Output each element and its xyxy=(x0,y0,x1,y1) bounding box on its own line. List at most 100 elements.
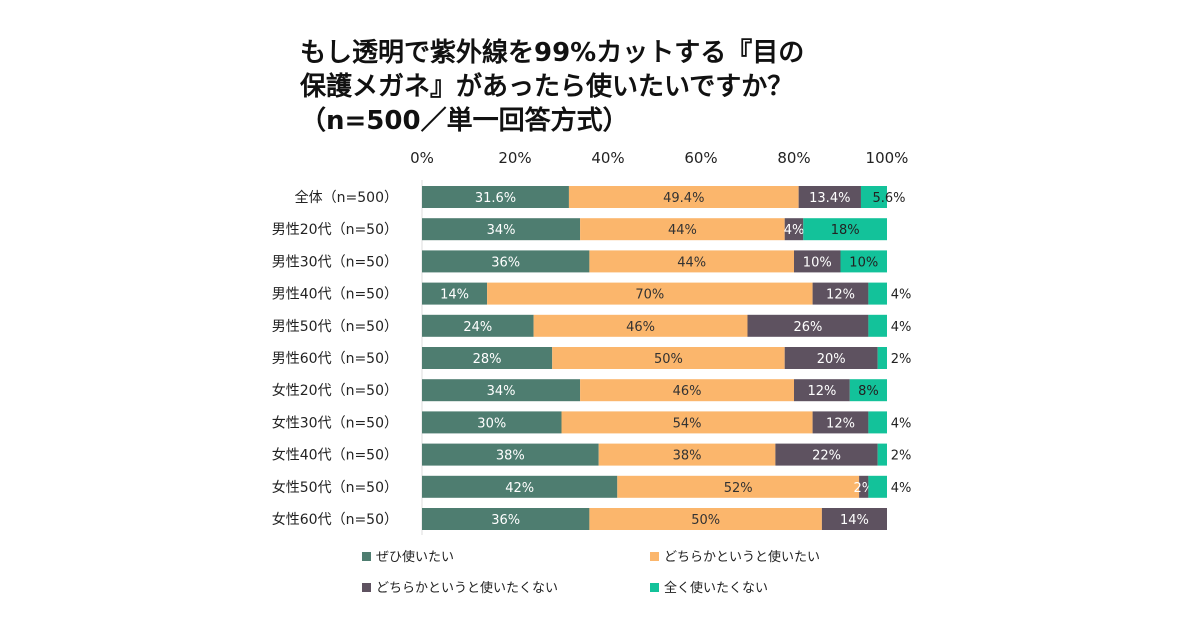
category-label: 女性20代（n=50） xyxy=(272,382,398,399)
bar-segment xyxy=(859,475,869,498)
category-label: 女性50代（n=50） xyxy=(272,479,398,496)
x-tick-label: 20% xyxy=(498,149,531,167)
category-label: 男性20代（n=50） xyxy=(272,222,398,238)
chart-title: もし透明で紫外線を99%カットする『目の 保護メガネ』があったら使いたいですか？… xyxy=(300,36,940,138)
bar-segment xyxy=(561,411,813,434)
data-label: 26% xyxy=(793,320,822,335)
data-label: 4% xyxy=(784,223,805,238)
bar-segment xyxy=(803,218,887,241)
category-label: 男性40代（n=50） xyxy=(272,287,398,303)
bar-segment xyxy=(422,443,599,466)
legend-swatch xyxy=(362,583,371,592)
bar-segment xyxy=(747,314,869,337)
legend-label: どちらかというと使いたくない xyxy=(376,580,558,596)
legend-label: ぜひ使いたい xyxy=(376,549,454,565)
data-label: 20% xyxy=(817,352,846,367)
data-label: 30% xyxy=(477,416,506,431)
category-label: 女性40代（n=50） xyxy=(272,447,398,464)
data-label: 38% xyxy=(496,449,525,464)
bar-segment xyxy=(589,250,794,273)
data-label: 12% xyxy=(807,384,836,399)
bar-segment xyxy=(598,443,776,466)
data-label: 10% xyxy=(803,255,832,270)
x-tick-label: 80% xyxy=(777,149,810,167)
bar-segment xyxy=(589,508,822,530)
category-label: 男性60代（n=50） xyxy=(272,351,398,367)
bar-segment xyxy=(784,347,878,369)
bar-segment xyxy=(422,282,488,305)
bar-segment xyxy=(877,347,887,369)
bar-segment xyxy=(580,218,785,241)
data-label: 34% xyxy=(487,384,516,399)
data-label: 52% xyxy=(724,481,753,496)
bar-segment xyxy=(798,186,861,208)
data-label: 10% xyxy=(849,255,878,270)
legend-label: 全く使いたくない xyxy=(664,580,768,596)
bar-segment xyxy=(568,186,799,208)
bar-segment xyxy=(794,379,850,402)
data-label: 2% xyxy=(891,449,912,464)
data-label: 50% xyxy=(654,352,683,367)
data-label: 18% xyxy=(831,223,860,238)
bar-segment xyxy=(422,347,553,369)
data-label: 42% xyxy=(505,481,534,496)
data-label: 50% xyxy=(691,513,720,528)
bar-segment xyxy=(422,314,534,337)
data-label: 12% xyxy=(826,416,855,431)
data-label: 14% xyxy=(840,513,869,528)
bar-segment xyxy=(533,314,748,337)
bar-segment xyxy=(422,186,569,208)
bar-segment xyxy=(877,443,887,466)
x-tick-label: 100% xyxy=(866,149,909,167)
data-label: 49.4% xyxy=(663,191,704,206)
data-label: 31.6% xyxy=(475,191,516,206)
bar-segment xyxy=(422,508,590,530)
x-tick-label: 40% xyxy=(591,149,624,167)
data-label: 2% xyxy=(891,352,912,367)
bar-segment xyxy=(840,250,887,273)
bar-segment xyxy=(812,282,869,305)
category-label: 男性50代（n=50） xyxy=(272,319,398,335)
bar-segment xyxy=(422,411,562,434)
legend-swatch xyxy=(650,552,659,561)
data-label: 13.4% xyxy=(809,191,850,206)
data-label: 4% xyxy=(891,481,912,496)
title-line: 保護メガネ』があったら使いたいですか？ xyxy=(300,72,794,102)
bar-segment xyxy=(775,443,878,466)
bar-segment xyxy=(422,218,581,241)
bar-segment xyxy=(422,250,590,273)
bar-segment xyxy=(868,411,887,434)
data-label: 4% xyxy=(891,288,912,303)
data-label: 36% xyxy=(491,255,520,270)
category-label: 全体（n=500） xyxy=(295,189,398,206)
data-label: 14% xyxy=(440,288,469,303)
data-label: 44% xyxy=(677,255,706,270)
bar-segment xyxy=(794,250,841,273)
bar-segment xyxy=(868,475,887,498)
data-label: 12% xyxy=(826,288,855,303)
legend-swatch xyxy=(362,552,371,561)
bar-segment xyxy=(821,508,887,530)
data-label: 54% xyxy=(673,416,702,431)
category-label: 女性60代（n=50） xyxy=(272,511,398,528)
data-label: 8% xyxy=(858,384,879,399)
category-label: 女性30代（n=50） xyxy=(272,414,398,431)
title-line: （n=500／単一回答方式） xyxy=(300,106,629,136)
x-tick-label: 60% xyxy=(684,149,717,167)
data-label: 44% xyxy=(668,223,697,238)
bar-segment xyxy=(422,379,581,402)
bar-segment xyxy=(487,282,813,305)
data-label: 38% xyxy=(673,449,702,464)
data-label: 46% xyxy=(626,320,655,335)
data-label: 5.6% xyxy=(872,191,905,206)
data-label: 36% xyxy=(491,513,520,528)
bar-segment xyxy=(868,314,887,337)
data-label: 34% xyxy=(487,223,516,238)
bar-segment xyxy=(860,186,887,208)
legend-swatch xyxy=(650,583,659,592)
data-label: 4% xyxy=(891,416,912,431)
bar-segment xyxy=(849,379,887,402)
bar-segment xyxy=(812,411,869,434)
bar-segment xyxy=(617,475,860,498)
